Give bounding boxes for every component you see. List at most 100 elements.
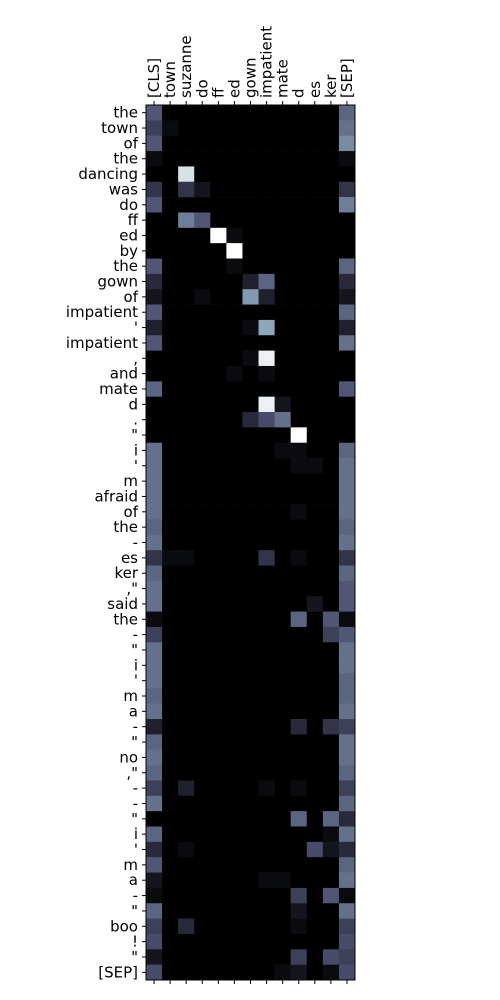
- heatmap-cell: [162, 120, 179, 136]
- y-tick-label: ": [131, 733, 138, 751]
- heatmap-cell: [274, 151, 291, 167]
- heatmap-cell: [338, 765, 356, 781]
- heatmap-cell: [146, 105, 163, 121]
- heatmap-cell: [242, 304, 259, 321]
- heatmap-cell: [194, 396, 211, 413]
- heatmap-cell: [178, 519, 195, 536]
- heatmap-cell: [258, 765, 275, 781]
- heatmap-cell: [258, 811, 275, 827]
- heatmap-cell: [322, 212, 340, 229]
- heatmap-cell: [306, 887, 324, 904]
- heatmap-cell: [242, 872, 259, 889]
- heatmap-cell: [338, 719, 356, 735]
- heatmap-cell: [146, 504, 163, 520]
- heatmap-cell: [274, 227, 291, 244]
- heatmap-cell: [162, 412, 179, 428]
- heatmap-cell: [290, 857, 308, 873]
- heatmap-cell: [178, 780, 195, 797]
- heatmap-cell: [258, 826, 275, 843]
- heatmap-cell: [210, 488, 227, 505]
- heatmap-cell: [194, 596, 211, 612]
- heatmap-cell: [306, 565, 324, 582]
- heatmap-cell: [258, 642, 275, 658]
- heatmap-cell: [178, 534, 195, 551]
- heatmap-cell: [146, 596, 163, 612]
- y-tick-label: -: [133, 718, 138, 736]
- heatmap-cell: [290, 258, 308, 275]
- heatmap-cell: [322, 335, 340, 351]
- heatmap-cell: [258, 381, 275, 397]
- heatmap-cell: [162, 657, 179, 674]
- heatmap-cell: [194, 826, 211, 843]
- heatmap-cell: [338, 826, 356, 843]
- heatmap-cell: [322, 289, 340, 305]
- heatmap-cell: [194, 565, 211, 582]
- heatmap-cell: [242, 120, 259, 136]
- y-tick-label: ff: [128, 211, 139, 229]
- y-tick-label: -: [133, 534, 138, 552]
- heatmap-cell: [322, 458, 340, 474]
- heatmap-cell: [162, 611, 179, 628]
- heatmap-cell: [146, 442, 163, 459]
- heatmap-cell: [290, 826, 308, 843]
- heatmap-cell: [242, 765, 259, 781]
- heatmap-cell: [162, 887, 179, 904]
- heatmap-cell: [306, 120, 324, 136]
- heatmap-cell: [226, 826, 243, 843]
- heatmap-cell: [178, 872, 195, 889]
- heatmap-cell: [290, 841, 308, 858]
- heatmap-cell: [338, 949, 356, 965]
- heatmap-cell: [338, 319, 356, 336]
- heatmap-cell: [290, 734, 308, 751]
- heatmap-cell: [226, 120, 243, 136]
- heatmap-cell: [338, 672, 356, 689]
- heatmap-cell: [146, 227, 163, 244]
- heatmap-cell: [242, 580, 259, 597]
- heatmap-cell: [226, 672, 243, 689]
- heatmap-cell: [194, 181, 211, 198]
- heatmap-cell: [338, 273, 356, 290]
- x-tick-label: [CLS]: [145, 58, 163, 98]
- heatmap-cell: [162, 105, 179, 121]
- heatmap-cell: [194, 135, 211, 152]
- heatmap-cell: [178, 688, 195, 704]
- y-tick-label: es: [121, 549, 138, 567]
- heatmap-cell: [322, 872, 340, 889]
- heatmap-cell: [178, 703, 195, 720]
- y-tick-label: the: [113, 610, 138, 628]
- heatmap-cell: [322, 105, 340, 121]
- heatmap-cell: [162, 350, 179, 367]
- heatmap-cell: [322, 765, 340, 781]
- heatmap-cell: [210, 565, 227, 582]
- heatmap-cell: [338, 335, 356, 351]
- heatmap-cell: [274, 289, 291, 305]
- heatmap-cell: [258, 703, 275, 720]
- heatmap-cell: [210, 166, 227, 183]
- heatmap-cell: [146, 841, 163, 858]
- heatmap-cell: [274, 565, 291, 582]
- heatmap-cell: [162, 719, 179, 735]
- heatmap-cell: [306, 811, 324, 827]
- heatmap-cell: [242, 365, 259, 382]
- heatmap-cell: [210, 396, 227, 413]
- heatmap-cell: [226, 396, 243, 413]
- y-tick-label: m: [123, 472, 138, 490]
- heatmap-cell: [226, 642, 243, 658]
- heatmap-cell: [338, 365, 356, 382]
- heatmap-cell: [258, 580, 275, 597]
- heatmap-cell: [290, 289, 308, 305]
- heatmap-cell: [290, 488, 308, 505]
- heatmap-cell: [338, 534, 356, 551]
- heatmap-cell: [290, 611, 308, 628]
- y-tick-label: ,": [126, 764, 138, 782]
- heatmap-cell: [290, 949, 308, 965]
- heatmap-cell: [146, 949, 163, 965]
- heatmap-cell: [274, 458, 291, 474]
- heatmap-cell: [162, 519, 179, 536]
- heatmap-cell: [146, 458, 163, 474]
- x-tick-label: es: [306, 81, 324, 98]
- heatmap-cell: [226, 949, 243, 965]
- heatmap-cell: [290, 504, 308, 520]
- bottom-axis-ticks: [153, 980, 348, 984]
- heatmap-cell: [178, 657, 195, 674]
